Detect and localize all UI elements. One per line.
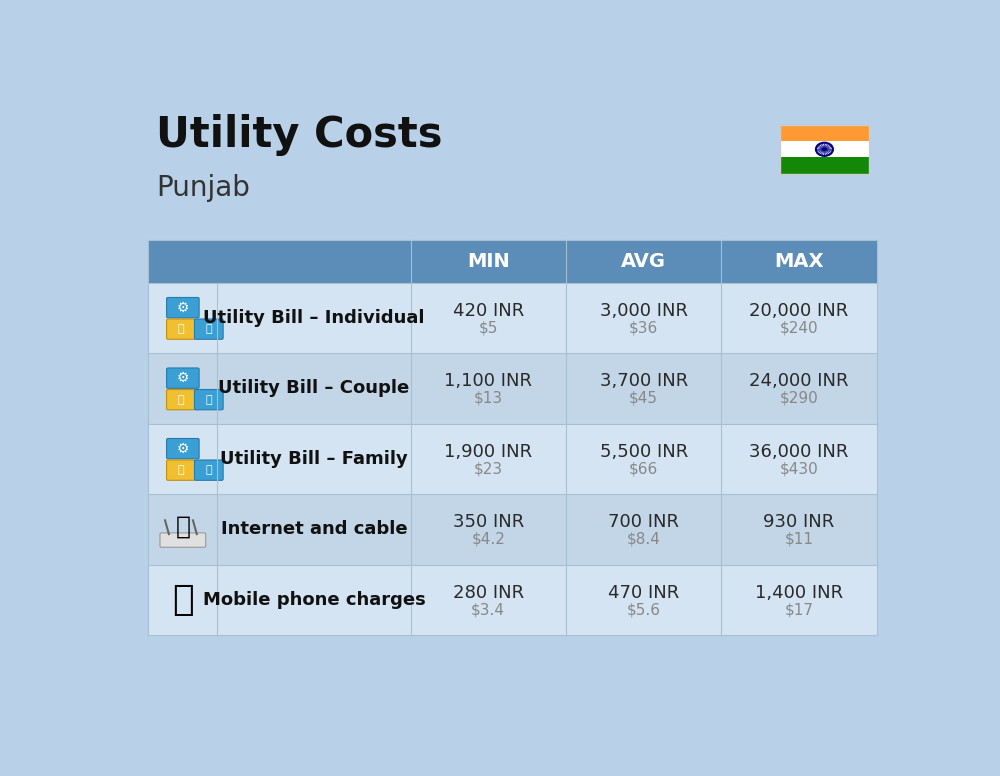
- Text: 💧: 💧: [206, 465, 212, 475]
- Text: $8.4: $8.4: [627, 532, 661, 546]
- FancyBboxPatch shape: [194, 460, 223, 480]
- Text: $4.2: $4.2: [471, 532, 505, 546]
- FancyBboxPatch shape: [148, 494, 877, 565]
- Text: MAX: MAX: [774, 251, 824, 271]
- Text: Internet and cable: Internet and cable: [221, 521, 407, 539]
- Text: 5,500 INR: 5,500 INR: [600, 443, 688, 461]
- FancyBboxPatch shape: [148, 424, 877, 494]
- Text: $290: $290: [780, 390, 818, 406]
- Text: $5: $5: [479, 320, 498, 335]
- Text: 📱: 📱: [172, 583, 194, 617]
- Text: 💧: 💧: [206, 395, 212, 404]
- Text: Utility Bill – Couple: Utility Bill – Couple: [218, 379, 410, 397]
- FancyBboxPatch shape: [780, 125, 869, 141]
- Text: Mobile phone charges: Mobile phone charges: [203, 591, 425, 609]
- FancyBboxPatch shape: [148, 353, 877, 424]
- FancyBboxPatch shape: [148, 565, 877, 635]
- FancyBboxPatch shape: [167, 460, 195, 480]
- Text: Punjab: Punjab: [156, 174, 250, 202]
- FancyBboxPatch shape: [780, 141, 869, 158]
- Text: 📶: 📶: [175, 514, 190, 539]
- Text: 🔌: 🔌: [178, 465, 184, 475]
- Text: $23: $23: [474, 461, 503, 476]
- Text: Utility Costs: Utility Costs: [156, 114, 442, 156]
- Text: 420 INR: 420 INR: [453, 302, 524, 320]
- FancyBboxPatch shape: [194, 390, 223, 410]
- Text: $240: $240: [780, 320, 818, 335]
- Text: 24,000 INR: 24,000 INR: [749, 372, 849, 390]
- FancyBboxPatch shape: [167, 319, 195, 339]
- Circle shape: [823, 148, 826, 151]
- Text: $36: $36: [629, 320, 658, 335]
- Text: 930 INR: 930 INR: [763, 513, 835, 532]
- Text: Utility Bill – Individual: Utility Bill – Individual: [203, 309, 425, 327]
- Text: 🔌: 🔌: [178, 324, 184, 334]
- FancyBboxPatch shape: [167, 368, 199, 388]
- Text: 280 INR: 280 INR: [453, 584, 524, 601]
- Text: ⚙: ⚙: [177, 300, 189, 314]
- Text: 💧: 💧: [206, 324, 212, 334]
- Text: $430: $430: [780, 461, 818, 476]
- Text: 20,000 INR: 20,000 INR: [749, 302, 849, 320]
- Text: $17: $17: [785, 602, 814, 617]
- Text: ⚙: ⚙: [177, 442, 189, 456]
- FancyBboxPatch shape: [780, 158, 869, 174]
- FancyBboxPatch shape: [148, 240, 877, 282]
- Text: $45: $45: [629, 390, 658, 406]
- FancyBboxPatch shape: [194, 319, 223, 339]
- Text: $3.4: $3.4: [471, 602, 505, 617]
- FancyBboxPatch shape: [167, 390, 195, 410]
- FancyBboxPatch shape: [148, 282, 877, 353]
- Text: $66: $66: [629, 461, 658, 476]
- Text: 1,900 INR: 1,900 INR: [444, 443, 532, 461]
- Text: 🔌: 🔌: [178, 395, 184, 404]
- Text: 470 INR: 470 INR: [608, 584, 679, 601]
- Text: ⚙: ⚙: [177, 371, 189, 385]
- Text: $11: $11: [785, 532, 814, 546]
- FancyBboxPatch shape: [160, 533, 206, 547]
- Text: 1,100 INR: 1,100 INR: [444, 372, 532, 390]
- Text: $13: $13: [474, 390, 503, 406]
- Text: 3,700 INR: 3,700 INR: [600, 372, 688, 390]
- FancyBboxPatch shape: [167, 297, 199, 318]
- Text: 3,000 INR: 3,000 INR: [600, 302, 688, 320]
- Text: Utility Bill – Family: Utility Bill – Family: [220, 450, 408, 468]
- Text: 350 INR: 350 INR: [453, 513, 524, 532]
- Text: 36,000 INR: 36,000 INR: [749, 443, 849, 461]
- Text: 1,400 INR: 1,400 INR: [755, 584, 843, 601]
- Text: AVG: AVG: [621, 251, 666, 271]
- Text: MIN: MIN: [467, 251, 510, 271]
- FancyBboxPatch shape: [167, 438, 199, 459]
- Text: $5.6: $5.6: [627, 602, 661, 617]
- Text: 700 INR: 700 INR: [608, 513, 679, 532]
